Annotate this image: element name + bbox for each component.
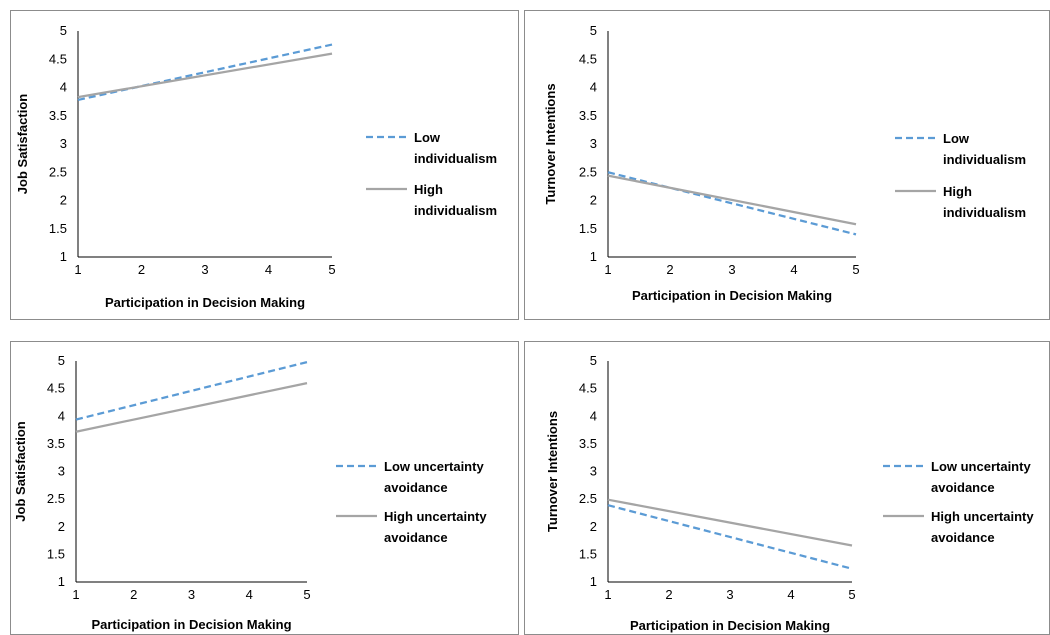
x-tick-label: 5 (328, 262, 335, 277)
y-tick-label: 2 (590, 193, 597, 208)
y-tick-label: 4 (590, 408, 597, 423)
legend-label: High (943, 184, 972, 199)
y-tick-label: 3.5 (579, 108, 597, 123)
legend-label: avoidance (384, 480, 448, 495)
x-tick-label: 5 (848, 587, 855, 602)
series-line-low (75, 361, 308, 421)
line-chart: 1 1.5 2 2.5 3 3.5 4 4.5 5 1 2 3 4 5 Participation in D… (13, 353, 487, 632)
y-tick-label: 2.5 (579, 164, 597, 179)
legend-label: High (414, 182, 443, 197)
y-tick-label: 3 (58, 464, 65, 479)
x-tick-label: 4 (265, 262, 272, 277)
legend-label: individualism (943, 152, 1026, 167)
legend-label: avoidance (384, 530, 448, 545)
y-tick-label: 5 (590, 353, 597, 368)
x-tick-label: 4 (790, 262, 797, 277)
line-chart: 1 1.5 2 2.5 3 3.5 4 4.5 5 1 2 3 4 5 Participation in D… (15, 23, 497, 310)
y-tick-label: 1.5 (47, 546, 65, 561)
y-axis-title: Turnover Intentions (545, 411, 560, 532)
y-tick-label: 3 (60, 136, 67, 151)
x-tick-label: 2 (666, 262, 673, 277)
y-tick-label: 2.5 (49, 164, 67, 179)
legend-label: High uncertainty (384, 509, 487, 524)
x-tick-label: 3 (201, 262, 208, 277)
y-tick-label: 4.5 (579, 51, 597, 66)
y-tick-label: 3.5 (49, 108, 67, 123)
y-tick-label: 2.5 (47, 491, 65, 506)
x-axis-title: Participation in Decision Making (632, 288, 832, 303)
y-tick-label: 3 (590, 464, 597, 479)
legend-label: Low (943, 131, 970, 146)
y-tick-label: 4 (590, 80, 597, 95)
chart-panel-top-right: 1 1.5 2 2.5 3 3.5 4 4.5 5 1 2 3 4 5 Participation in D… (524, 10, 1050, 320)
x-tick-label: 2 (665, 587, 672, 602)
y-tick-label: 5 (60, 23, 67, 38)
legend-label: individualism (414, 151, 497, 166)
series-line-low (607, 171, 857, 236)
chart-panel-top-left: 1 1.5 2 2.5 3 3.5 4 4.5 5 1 2 3 4 5 Participation in D… (10, 10, 519, 320)
x-tick-label: 3 (726, 587, 733, 602)
y-axis-title: Job Satisfaction (15, 94, 30, 194)
x-axis-title: Participation in Decision Making (105, 295, 305, 310)
y-tick-label: 3 (590, 136, 597, 151)
x-tick-label: 1 (72, 587, 79, 602)
y-tick-label: 5 (590, 23, 597, 38)
y-tick-label: 3.5 (579, 436, 597, 451)
series-line-high (607, 498, 853, 547)
y-tick-label: 4.5 (579, 381, 597, 396)
x-tick-label: 2 (130, 587, 137, 602)
legend-label: avoidance (931, 530, 995, 545)
chart-panel-bottom-right: 1 1.5 2 2.5 3 3.5 4 4.5 5 1 2 3 4 5 Participation in D… (524, 341, 1050, 635)
chart-panel-bottom-left: 1 1.5 2 2.5 3 3.5 4 4.5 5 1 2 3 4 5 Participation in D… (10, 341, 519, 635)
y-tick-label: 1 (590, 249, 597, 264)
y-tick-label: 4.5 (47, 381, 65, 396)
y-tick-label: 2 (60, 193, 67, 208)
legend-label: High uncertainty (931, 509, 1034, 524)
x-tick-label: 5 (303, 587, 310, 602)
x-axis-title: Participation in Decision Making (91, 617, 291, 632)
series-line-high (75, 381, 308, 433)
x-tick-label: 4 (246, 587, 253, 602)
series-line-high (607, 174, 857, 226)
y-axis-title: Turnover Intentions (543, 83, 558, 204)
line-chart: 1 1.5 2 2.5 3 3.5 4 4.5 5 1 2 3 4 5 Participation in D… (545, 353, 1034, 633)
series-line-high (77, 52, 333, 99)
y-axis-title: Job Satisfaction (13, 421, 28, 521)
y-tick-label: 1 (58, 574, 65, 589)
y-tick-label: 5 (58, 353, 65, 368)
legend-label: individualism (414, 203, 497, 218)
y-tick-label: 4 (60, 80, 67, 95)
y-tick-label: 1.5 (579, 546, 597, 561)
y-tick-label: 2.5 (579, 491, 597, 506)
y-tick-label: 1.5 (579, 221, 597, 236)
series-line-low (607, 504, 853, 570)
x-axis-title: Participation in Decision Making (630, 618, 830, 633)
y-tick-label: 4.5 (49, 51, 67, 66)
x-tick-label: 1 (604, 262, 611, 277)
x-tick-label: 1 (604, 587, 611, 602)
y-tick-label: 2 (58, 519, 65, 534)
x-tick-label: 3 (728, 262, 735, 277)
legend-label: Low uncertainty (384, 459, 484, 474)
y-tick-label: 3.5 (47, 436, 65, 451)
x-tick-label: 3 (188, 587, 195, 602)
x-tick-label: 5 (852, 262, 859, 277)
y-tick-label: 1 (590, 574, 597, 589)
line-chart: 1 1.5 2 2.5 3 3.5 4 4.5 5 1 2 3 4 5 Participation in D… (543, 23, 1026, 303)
y-tick-label: 4 (58, 408, 65, 423)
y-tick-label: 2 (590, 519, 597, 534)
y-tick-label: 1 (60, 249, 67, 264)
y-tick-label: 1.5 (49, 221, 67, 236)
x-tick-label: 2 (138, 262, 145, 277)
legend-label: Low uncertainty (931, 459, 1031, 474)
x-tick-label: 4 (787, 587, 794, 602)
legend-label: avoidance (931, 480, 995, 495)
legend-label: individualism (943, 205, 1026, 220)
legend-label: Low (414, 130, 441, 145)
x-tick-label: 1 (74, 262, 81, 277)
